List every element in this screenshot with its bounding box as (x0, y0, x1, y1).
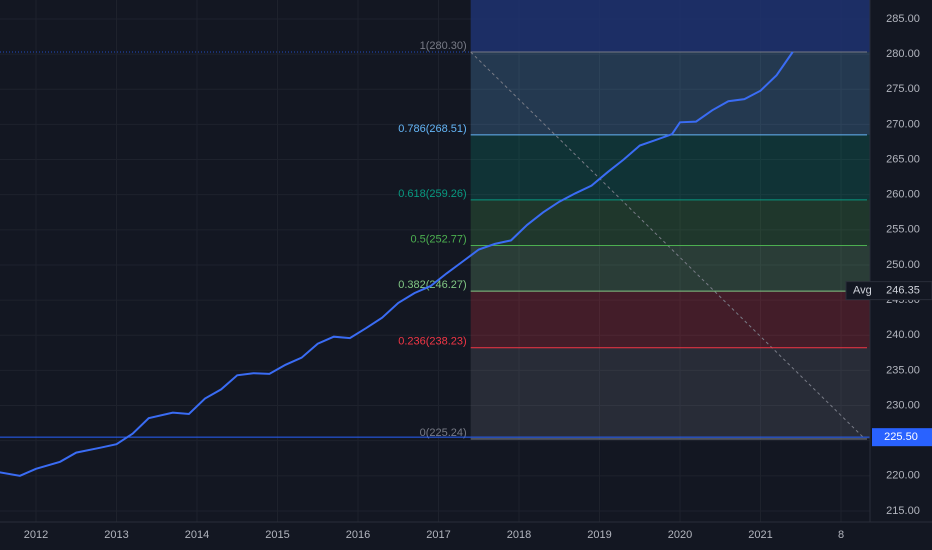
x-tick-label: 2012 (24, 529, 48, 541)
last-price-tag (872, 428, 932, 447)
fib-label: 0.5(252.77) (410, 233, 466, 245)
fib-zone (470, 52, 870, 135)
x-tick-label: 2018 (507, 529, 531, 541)
y-tick-label: 240.00 (886, 329, 920, 341)
y-tick-label: 255.00 (886, 224, 920, 236)
fib-zone (470, 134, 870, 200)
x-tick-label: 2016 (346, 529, 370, 541)
fib-label: 0.786(268.51) (398, 123, 467, 135)
y-tick-label: 280.00 (886, 48, 920, 60)
fib-zone (470, 199, 870, 246)
fib-label: 0.236(238.23) (398, 336, 467, 348)
y-tick-label: 285.00 (886, 13, 920, 25)
avg-name: Avg (853, 285, 872, 297)
y-tick-label: 270.00 (886, 118, 920, 130)
y-tick-label: 230.00 (886, 399, 920, 411)
y-tick-label: 275.00 (886, 83, 920, 95)
x-tick-label: 8 (838, 529, 844, 541)
fib-top-zone (470, 0, 870, 53)
x-tick-label: 2014 (185, 529, 209, 541)
x-tick-label: 2020 (668, 529, 692, 541)
fib-zone (470, 291, 870, 348)
price-line (0, 51, 794, 477)
fib-label: 0(225.24) (420, 427, 467, 439)
y-tick-label: 235.00 (886, 364, 920, 376)
plot: 1(280.30) 0.786(268.51) 0.618(259.26) 0.5(2… (0, 0, 870, 477)
y-tick-label: 260.00 (886, 189, 920, 201)
x-tick-label: 2019 (587, 529, 611, 541)
fib-zone (470, 347, 870, 439)
fib-zone (470, 245, 870, 292)
y-tick-label: 265.00 (886, 153, 920, 165)
avg-tag (845, 281, 932, 301)
grid (0, 0, 870, 522)
x-tick-label: 2017 (426, 529, 450, 541)
x-tick-label: 2021 (748, 529, 772, 541)
axes: 215.00220.00225.00230.00235.00240.00245.… (24, 13, 932, 541)
avg-value: 246.35 (886, 285, 920, 297)
y-tick-label: 250.00 (886, 259, 920, 271)
y-tick-label: 215.00 (886, 505, 920, 517)
x-tick-label: 2013 (104, 529, 128, 541)
last-price-label: 225.50 (884, 431, 918, 443)
fib-label: 1(280.30) (420, 40, 467, 52)
x-tick-label: 2015 (265, 529, 289, 541)
y-tick-label: 220.00 (886, 470, 920, 482)
fib-label: 0.618(259.26) (398, 188, 467, 200)
